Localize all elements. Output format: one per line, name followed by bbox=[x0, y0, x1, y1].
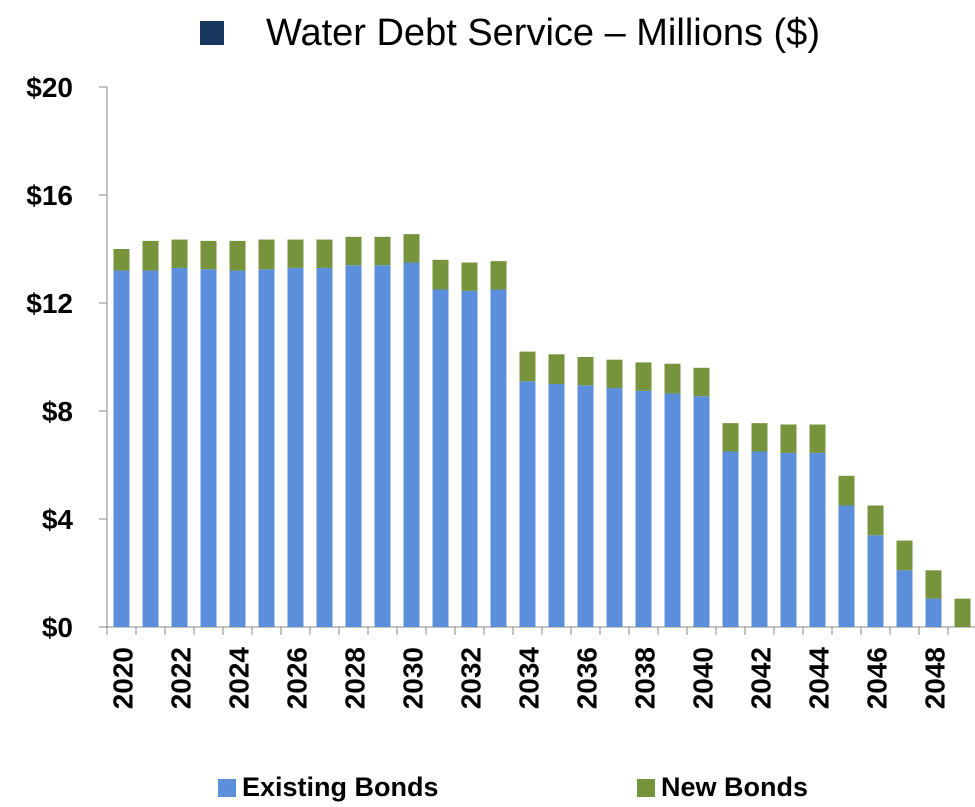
y-tick-label: $12 bbox=[26, 288, 73, 319]
bars bbox=[113, 234, 971, 627]
bar-existing-bonds bbox=[722, 451, 739, 627]
bar-new-bonds bbox=[838, 475, 855, 506]
bar-existing-bonds bbox=[635, 390, 652, 627]
legend: Existing Bonds New Bonds bbox=[0, 772, 975, 807]
bar-existing-bonds bbox=[867, 535, 884, 627]
bar-existing-bonds bbox=[461, 290, 478, 627]
legend-label-new-bonds: New Bonds bbox=[661, 772, 809, 802]
bar-new-bonds bbox=[200, 240, 217, 270]
bar-new-bonds bbox=[113, 249, 130, 271]
bar-existing-bonds bbox=[548, 384, 565, 627]
chart-title: Water Debt Service – Millions ($) bbox=[266, 11, 820, 54]
bar-new-bonds bbox=[809, 424, 826, 453]
bar-existing-bonds bbox=[693, 396, 710, 627]
legend-swatch-new-bonds bbox=[637, 778, 655, 797]
x-tick-label: 2022 bbox=[166, 647, 197, 709]
title-marker-square bbox=[200, 21, 224, 45]
x-tick-label: 2044 bbox=[804, 647, 835, 710]
x-tick-label: 2036 bbox=[572, 647, 603, 709]
x-tick-label: 2030 bbox=[398, 647, 429, 709]
bar-existing-bonds bbox=[113, 270, 130, 627]
bar-new-bonds bbox=[345, 236, 362, 266]
bar-new-bonds bbox=[142, 240, 159, 271]
y-tick-label: $0 bbox=[42, 612, 73, 643]
bar-existing-bonds bbox=[171, 267, 188, 627]
axes bbox=[99, 86, 975, 635]
bar-existing-bonds bbox=[606, 388, 623, 627]
bar-existing-bonds bbox=[519, 381, 536, 627]
bar-existing-bonds bbox=[200, 269, 217, 627]
bar-new-bonds bbox=[664, 363, 681, 394]
bar-existing-bonds bbox=[751, 451, 768, 627]
bar-new-bonds bbox=[780, 424, 797, 453]
bar-new-bonds bbox=[432, 259, 449, 290]
stacked-bar-chart: $0 $4 $8 $12 $16 $20 2020 2022 2024 2026 2028 2030 2… bbox=[26, 72, 975, 709]
bar-existing-bonds bbox=[925, 598, 942, 627]
bar-new-bonds bbox=[606, 359, 623, 389]
bar-new-bonds bbox=[258, 239, 275, 270]
bar-new-bonds bbox=[403, 234, 420, 263]
bar-existing-bonds bbox=[490, 289, 507, 627]
bar-new-bonds bbox=[577, 357, 594, 386]
bar-new-bonds bbox=[316, 239, 333, 268]
x-tick-label: 2046 bbox=[862, 647, 893, 709]
bar-new-bonds bbox=[374, 236, 391, 266]
bar-new-bonds bbox=[229, 240, 246, 271]
bar-existing-bonds bbox=[142, 270, 159, 627]
bar-existing-bonds bbox=[896, 570, 913, 627]
bar-new-bonds bbox=[896, 540, 913, 571]
legend-item-existing-bonds: Existing Bonds bbox=[218, 772, 439, 803]
bar-existing-bonds bbox=[577, 385, 594, 627]
bar-existing-bonds bbox=[287, 267, 304, 627]
x-tick-label: 2048 bbox=[920, 647, 951, 709]
bar-existing-bonds bbox=[403, 262, 420, 627]
y-tick-label: $20 bbox=[26, 72, 73, 103]
bar-new-bonds bbox=[751, 423, 768, 452]
bar-new-bonds bbox=[287, 239, 304, 268]
x-tick-label: 2032 bbox=[456, 647, 487, 709]
bar-existing-bonds bbox=[229, 270, 246, 627]
bar-new-bonds bbox=[519, 351, 536, 382]
bar-new-bonds bbox=[548, 354, 565, 384]
x-tick-label: 2040 bbox=[688, 647, 719, 709]
bar-new-bonds bbox=[461, 262, 478, 291]
bar-existing-bonds bbox=[809, 452, 826, 627]
y-tick-label: $16 bbox=[26, 180, 73, 211]
bar-existing-bonds bbox=[432, 289, 449, 627]
x-tick-label: 2038 bbox=[630, 647, 661, 709]
chart-title-row: Water Debt Service – Millions ($) bbox=[200, 8, 820, 58]
x-tick-label: 2028 bbox=[340, 647, 371, 709]
y-tick-label: $4 bbox=[42, 504, 74, 535]
bar-new-bonds bbox=[925, 570, 942, 599]
bar-new-bonds bbox=[490, 261, 507, 290]
y-tick-label: $8 bbox=[42, 396, 73, 427]
bar-new-bonds bbox=[867, 505, 884, 536]
x-tick-label: 2020 bbox=[108, 647, 139, 709]
bar-existing-bonds bbox=[780, 452, 797, 627]
x-tick-label: 2026 bbox=[282, 647, 313, 709]
bar-new-bonds bbox=[722, 423, 739, 452]
x-tick-label: 2024 bbox=[224, 647, 255, 710]
bar-new-bonds bbox=[635, 362, 652, 391]
tick-labels: $0 $4 $8 $12 $16 $20 2020 2022 2024 2026 2028 2030 2… bbox=[26, 72, 950, 709]
bar-existing-bonds bbox=[374, 265, 391, 627]
legend-item-new-bonds: New Bonds bbox=[637, 772, 808, 803]
bar-new-bonds bbox=[693, 367, 710, 397]
legend-swatch-existing-bonds bbox=[218, 778, 236, 797]
x-tick-label: 2034 bbox=[514, 647, 545, 710]
bar-new-bonds bbox=[954, 598, 971, 627]
bar-new-bonds bbox=[171, 239, 188, 268]
bar-existing-bonds bbox=[345, 265, 362, 627]
bar-existing-bonds bbox=[664, 393, 681, 627]
bar-existing-bonds bbox=[258, 269, 275, 627]
legend-label-existing-bonds: Existing Bonds bbox=[242, 772, 439, 802]
x-tick-label: 2042 bbox=[746, 647, 777, 709]
bar-existing-bonds bbox=[838, 505, 855, 627]
bar-existing-bonds bbox=[316, 267, 333, 627]
